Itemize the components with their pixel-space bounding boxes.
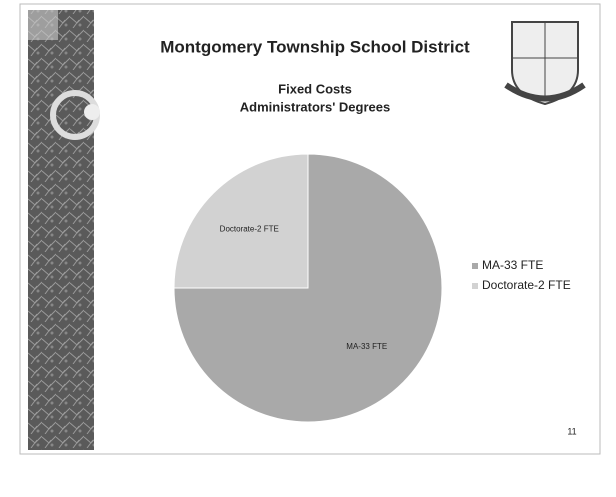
decor-strip — [28, 10, 94, 450]
chart-subtitle: Administrators' Degrees — [240, 99, 390, 114]
legend-swatch — [472, 263, 478, 269]
chart-subtitle: Fixed Costs — [278, 81, 352, 96]
chart-title: Montgomery Township School District — [160, 37, 470, 56]
legend-swatch — [472, 283, 478, 289]
slice-label: MA-33 FTE — [346, 342, 387, 351]
decor-dot — [84, 104, 100, 120]
crest — [506, 22, 584, 104]
decor-square — [28, 10, 58, 40]
page-number: 11 — [567, 426, 576, 436]
slide: Montgomery Township School District Fixe… — [0, 0, 616, 497]
legend-label: Doctorate-2 FTE — [482, 278, 571, 292]
slice-label: Doctorate-2 FTE — [220, 224, 279, 233]
legend-label: MA-33 FTE — [482, 258, 543, 272]
